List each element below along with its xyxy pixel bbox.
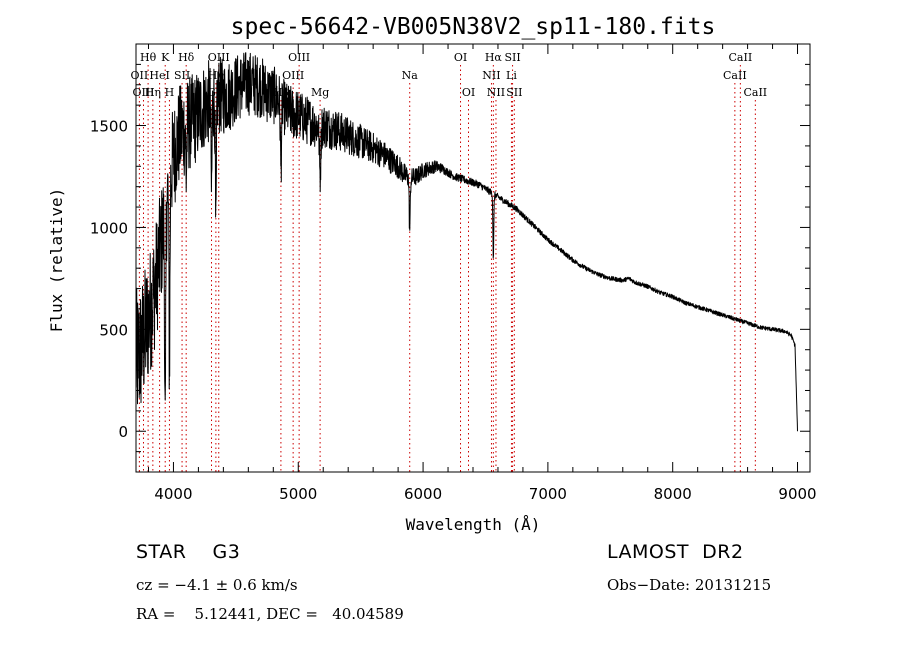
line-marker-label: Na [402, 69, 419, 82]
y-tick-label: 0 [118, 423, 128, 441]
axes: 4000 5000 6000 7000 8000 9000 0 500 1000 1500 [90, 44, 817, 503]
x-tick-label: 6000 [404, 485, 442, 503]
line-marker-label: Mg [311, 86, 329, 99]
survey-label: LAMOST DR2 [607, 541, 744, 563]
line-marker-label: Li [506, 69, 517, 82]
chart-title: spec-56642-VB005N38V2_sp11-180.fits [231, 14, 716, 40]
x-tick-label: 9000 [778, 485, 816, 503]
x-tick-label: 4000 [154, 485, 192, 503]
line-marker-label: CaII [743, 86, 767, 99]
line-marker-label: OIII [282, 69, 304, 82]
line-marker-label: CaII [729, 51, 753, 64]
x-tick-label: 7000 [529, 485, 567, 503]
spectrum-series [135, 52, 798, 432]
spectrum-line [135, 52, 798, 432]
line-marker-label: OI [454, 51, 467, 64]
line-marker-label: OIII [132, 86, 154, 99]
line-marker-label: SII [504, 51, 520, 64]
y-axis-label: Flux (relative) [47, 188, 66, 333]
plot-frame [135, 43, 811, 473]
redshift-cz: cz = −4.1 ± 0.6 km/s [136, 576, 298, 594]
line-marker-label: SII [506, 86, 522, 99]
line-marker-label: CaII [723, 69, 747, 82]
y-tick-label: 1000 [90, 219, 128, 237]
observation-date: Obs−Date: 20131215 [607, 576, 772, 594]
line-marker-label: SII [174, 69, 190, 82]
y-tick-label: 1500 [90, 118, 128, 136]
line-marker-label: OI [462, 86, 475, 99]
x-tick-label: 8000 [654, 485, 692, 503]
line-marker-label: NII [487, 86, 505, 99]
line-marker-label: Hθ [140, 51, 157, 64]
line-marker-label: HeI [149, 69, 169, 82]
line-marker-label: Hη [145, 86, 161, 99]
line-marker-label: G [207, 86, 216, 99]
line-marker-label: Hα [485, 51, 503, 64]
object-class: STAR G3 [136, 541, 241, 563]
x-tick-label: 5000 [279, 485, 317, 503]
y-tick-label: 500 [99, 321, 128, 339]
line-marker-label: OIII [288, 51, 310, 64]
line-marker-label: OIII [208, 51, 230, 64]
line-marker-label: OII [131, 69, 149, 82]
line-marker-label: H [165, 86, 175, 99]
x-axis-label: Wavelength (Å) [406, 515, 541, 534]
line-marker-label: Hδ [178, 51, 195, 64]
line-marker-label: NII [482, 69, 500, 82]
coordinates: RA = 5.12441, DEC = 40.04589 [136, 605, 404, 623]
line-marker-label: K [161, 51, 170, 64]
